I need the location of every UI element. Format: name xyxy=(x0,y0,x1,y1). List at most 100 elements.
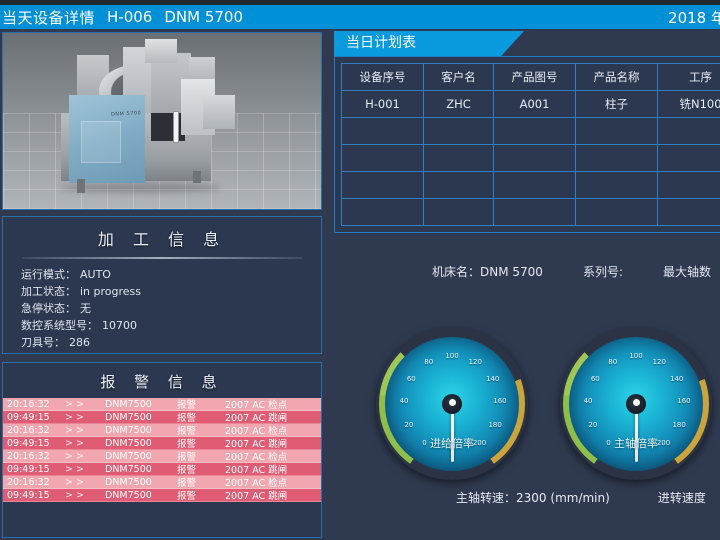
gauge-tick-label: 40 xyxy=(399,397,409,406)
alarm-row-list: 20:16:32 > > DNM7500 报警 2007 AC 检点 09:49:15 > … xyxy=(3,398,321,502)
spindle-speed-unit: (mm/min) xyxy=(550,491,610,505)
alarm-row[interactable]: 09:49:15 > > DNM7500 报警 2007 AC 跳闸 xyxy=(3,489,321,502)
table-body: H-001 ZHC A001 柱子 铣N100 xyxy=(341,90,720,226)
alarm-type: 报警 xyxy=(177,452,197,463)
alarm-row[interactable]: 09:49:15 > > DNM7500 报警 2007 AC 跳闸 xyxy=(3,437,321,450)
alarm-arrow-icon: > > xyxy=(65,476,84,488)
page-title: 当天设备详情 xyxy=(2,8,96,27)
table-column-header: 工序 xyxy=(657,63,720,91)
table-cell xyxy=(341,117,424,145)
gauge-tick-label: 80 xyxy=(424,358,434,367)
spindle-speed-label: 主轴转速： xyxy=(456,491,517,505)
process-info-title: 加 工 信 息 xyxy=(97,230,227,249)
alarm-device: DNM7500 xyxy=(105,450,152,462)
table-cell xyxy=(575,144,658,172)
process-row-value: in progress xyxy=(80,285,142,298)
alarm-device: DNM7500 xyxy=(105,424,152,436)
table-cell xyxy=(657,198,720,226)
machine-shadow xyxy=(61,183,221,193)
alarm-time: 20:16:32 xyxy=(7,476,50,488)
table-cell xyxy=(493,144,576,172)
alarm-time: 09:49:15 xyxy=(7,411,50,423)
alarm-message: 2007 AC 跳闸 xyxy=(225,413,288,424)
plan-table-tab[interactable]: 当日计划表 xyxy=(334,31,524,56)
spindle-speed-value: 2300 xyxy=(516,491,547,505)
alarm-row[interactable]: 09:49:15 > > DNM7500 报警 2007 AC 跳闸 xyxy=(3,411,321,424)
gauge-tick-label: 40 xyxy=(583,397,593,406)
alarm-info-panel: 报 警 信 息 20:16:32 > > DNM7500 报警 2007 AC 检点 09… xyxy=(2,362,322,538)
gauge-label: 进给倍率 xyxy=(430,437,474,450)
gauge-label: 主轴倍率 xyxy=(614,437,658,450)
gauge-tick-label: 20 xyxy=(404,421,414,430)
alarm-row[interactable]: 20:16:32 > > DNM7500 报警 2007 AC 检点 xyxy=(3,424,321,437)
gauge-tick-label: 100 xyxy=(445,352,459,360)
alarm-type: 报警 xyxy=(177,478,197,489)
table-cell xyxy=(657,117,720,145)
alarm-row[interactable]: 20:16:32 > > DNM7500 报警 2007 AC 检点 xyxy=(3,450,321,463)
machine-leg-right xyxy=(193,171,201,183)
table-cell xyxy=(341,171,424,199)
feed-override-gauge: 0 20 40 60 80 100 120 140 160 180 200 进给倍率 xyxy=(376,328,528,480)
table-cell: 铣N100 xyxy=(657,90,720,118)
table-row[interactable] xyxy=(341,144,720,172)
gauge-tick-label: 20 xyxy=(588,421,598,430)
gauge-tick-label: 60 xyxy=(590,374,600,383)
table-cell xyxy=(341,198,424,226)
machine-leg-left xyxy=(77,179,85,193)
list-item: 加工状态： in progress xyxy=(21,283,321,300)
alarm-arrow-icon: > > xyxy=(65,398,84,410)
plan-table: 设备序号 客户名 产品图号 产品名称 工序 H-001 ZHC A001 柱子 铣N100 xyxy=(341,63,720,226)
spindle-speed-readout: 主轴转速：2300 (mm/min) xyxy=(456,489,610,506)
table-cell: H-001 xyxy=(341,90,424,118)
table-row[interactable] xyxy=(341,171,720,199)
gauge-tick-label: 180 xyxy=(488,421,502,430)
process-row-label: 刀具号： xyxy=(21,336,65,349)
table-column-header: 产品图号 xyxy=(493,63,576,91)
alarm-device: DNM7500 xyxy=(105,476,152,488)
process-info-panel: 加 工 信 息 运行模式： AUTO 加工状态： in progress 急停状… xyxy=(2,216,322,354)
feed-speed-readout: 进转速度 xyxy=(658,489,706,506)
list-item: 急停状态： 无 xyxy=(21,300,321,317)
alarm-arrow-icon: > > xyxy=(65,437,84,449)
serial-number-label: 系列号: xyxy=(582,265,623,279)
process-row-value: AUTO xyxy=(80,268,111,281)
table-cell xyxy=(575,171,658,199)
machine-window-dark xyxy=(151,113,185,141)
alarm-type: 报警 xyxy=(177,491,197,502)
gauge-body: 0 20 40 60 80 100 120 140 160 180 200 主轴倍率 xyxy=(560,328,712,480)
machine-meta-item: 系列号: xyxy=(583,263,623,280)
device-code: H-006 xyxy=(107,8,153,26)
alarm-time: 20:16:32 xyxy=(7,424,50,436)
gauge-tick-label: 160 xyxy=(677,397,691,406)
table-cell xyxy=(423,198,494,226)
gauge-tick-label: 0 xyxy=(606,439,611,448)
process-info-divider xyxy=(22,257,302,259)
gauge-tick-label: 200 xyxy=(472,439,487,448)
max-axes-label: 最大轴数 xyxy=(663,265,712,279)
table-row[interactable] xyxy=(341,117,720,145)
table-row[interactable] xyxy=(341,198,720,226)
machine-3d-view: DNM 5700 xyxy=(2,32,322,210)
table-cell xyxy=(493,117,576,145)
table-row[interactable]: H-001 ZHC A001 柱子 铣N100 xyxy=(341,90,720,118)
machine-top-box xyxy=(145,39,177,63)
alarm-arrow-icon: > > xyxy=(65,450,84,462)
process-row-label: 数控系统型号： xyxy=(21,319,98,332)
gauge-needle xyxy=(634,404,638,462)
alarm-time: 20:16:32 xyxy=(7,450,50,462)
table-cell xyxy=(575,198,658,226)
gauge-tick-label: 120 xyxy=(652,358,666,367)
list-item: 数控系统型号： 10700 xyxy=(21,317,321,334)
gauge-tick-label: 200 xyxy=(656,439,671,448)
machine-spindle xyxy=(173,111,179,143)
machine-meta-line: 机床名：DNM 5700 系列号: 最大轴数 xyxy=(432,263,711,280)
table-column-header: 客户名 xyxy=(423,63,494,91)
alarm-row[interactable]: 09:49:15 > > DNM7500 报警 2007 AC 跳闸 xyxy=(3,463,321,476)
spindle-override-gauge: 0 20 40 60 80 100 120 140 160 180 200 主轴倍率 xyxy=(560,328,712,480)
alarm-time: 09:49:15 xyxy=(7,463,50,475)
device-model: DNM 5700 xyxy=(164,8,243,26)
alarm-row[interactable]: 20:16:32 > > DNM7500 报警 2007 AC 检点 xyxy=(3,398,321,411)
gauge-tick-label: 0 xyxy=(422,439,427,448)
machine-meta-item: 机床名：DNM 5700 xyxy=(432,263,543,280)
alarm-row[interactable]: 20:16:32 > > DNM7500 报警 2007 AC 检点 xyxy=(3,476,321,489)
